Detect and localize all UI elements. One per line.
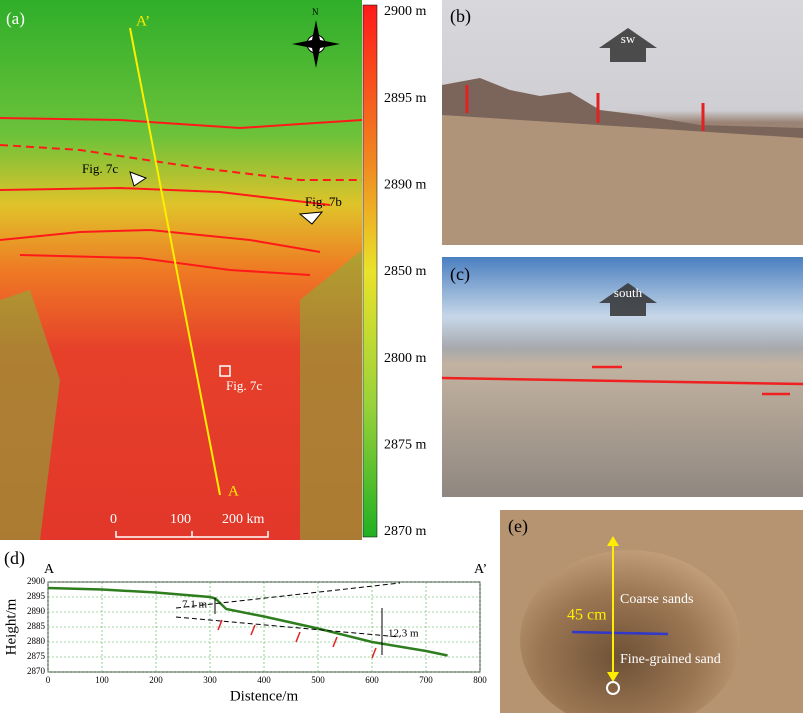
x-tick-label: 500 (311, 675, 325, 685)
colorbar-tick-label: 2890 m (384, 178, 427, 193)
y-tick-label: 2895 (27, 591, 46, 601)
section-end-label: A’ (474, 562, 487, 577)
annotation: 12.3 m (388, 628, 419, 640)
fault-lines (0, 117, 363, 276)
panel-a: (a) A’ A N Fig. 7c Fig. 7b Fig. 7c 0 100… (0, 0, 427, 540)
direction-arrow (599, 283, 657, 316)
north-label: N (312, 7, 319, 17)
annotation: 7.1 m (182, 599, 208, 611)
layer-boundary (571, 630, 669, 636)
direction-label: sw (621, 31, 636, 46)
pit (520, 550, 740, 713)
scale-bar (115, 531, 269, 538)
fig-label: Fig. 7c (226, 378, 262, 393)
colorbar-ticks: 2900 m 2895 m 2890 m 2850 m 2800 m 2875 m 2870… (384, 4, 427, 539)
x-axis-label: Distence/m (230, 688, 299, 704)
section-end-label: A (228, 483, 239, 499)
x-tick-label: 600 (365, 675, 379, 685)
x-tick-label: 100 (95, 675, 109, 685)
view-marker (129, 171, 324, 225)
reference-line (175, 582, 401, 638)
panel-c: (c) south (441, 257, 803, 497)
section-end-label: A’ (136, 13, 150, 29)
y-tick-label: 2900 (27, 576, 46, 586)
x-tick-label: 200 (149, 675, 163, 685)
panel-label: (a) (6, 9, 25, 28)
colorbar-tick-label: 2870 m (384, 524, 427, 539)
scale-tick: 0 (110, 512, 117, 527)
profile-line (47, 586, 448, 657)
fig-label: Fig. 7c (82, 161, 118, 176)
colorbar-tick-label: 2875 m (384, 438, 427, 453)
ground (442, 115, 803, 245)
section-line (129, 27, 221, 496)
site-box (219, 365, 231, 377)
x-tick-label: 300 (203, 675, 217, 685)
scale-tick: 200 km (222, 512, 265, 527)
panel-b: (b) sw (442, 0, 803, 245)
x-tick-label: 700 (419, 675, 433, 685)
colorbar-tick-label: 2850 m (384, 264, 427, 279)
y-tick-label: 2875 (27, 651, 46, 661)
x-tick-label: 800 (473, 675, 487, 685)
sample-point (606, 681, 620, 695)
panel-label: (e) (508, 516, 528, 537)
slip-arrow (592, 365, 790, 396)
y-axis-label: Height/m (3, 598, 19, 655)
fault-ticks (217, 619, 377, 659)
layer-label: Coarse sands (620, 592, 694, 607)
valley-flank (0, 250, 362, 540)
colorbar-tick-label: 2895 m (384, 91, 427, 106)
x-tick-label: 0 (46, 675, 51, 685)
direction-arrow (599, 28, 657, 62)
panel-label: (c) (450, 264, 470, 285)
panel-e: (e) 45 cm Coarse sands Fine-grained sand (500, 510, 803, 713)
scale-tick: 100 (170, 512, 191, 527)
panel-label: (b) (450, 6, 471, 27)
colorbar (362, 4, 378, 538)
layer-label: Fine-grained sand (620, 652, 721, 667)
section-end-label: A (44, 562, 55, 577)
panel-d: (d) A A’ Distence/m Height/m 2870 2875 288… (3, 548, 487, 704)
y-tick-label: 2870 (27, 666, 46, 676)
colorbar-tick-label: 2800 m (384, 351, 427, 366)
y-tick-label: 2880 (27, 636, 46, 646)
y-tick-label: 2890 (27, 606, 46, 616)
y-tick-label: 2885 (27, 621, 46, 631)
colorbar-tick-label: 2900 m (384, 4, 427, 19)
fault-line (441, 376, 803, 386)
depth-label: 45 cm (567, 607, 607, 624)
fig-label: Fig. 7b (305, 194, 342, 209)
fault-arrow (465, 85, 705, 131)
north-arrow (292, 20, 340, 68)
direction-label: south (614, 285, 643, 300)
measure-line (214, 598, 383, 655)
x-tick-label: 400 (257, 675, 271, 685)
panel-label: (d) (4, 548, 25, 569)
